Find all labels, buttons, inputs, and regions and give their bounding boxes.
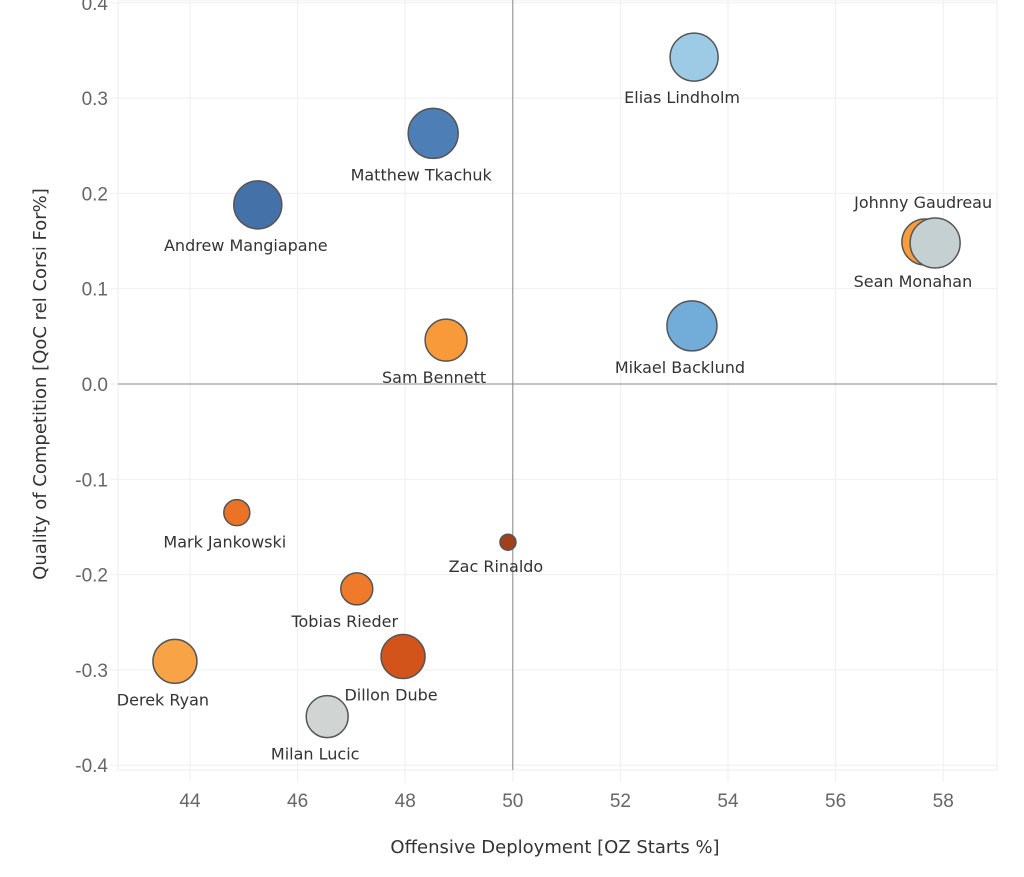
y-axis-ticks: 0.4 0.3 0.2 0.1 0.0 -0.1 -0.2 -0.3 -0.4 <box>75 0 108 777</box>
x-tick-label: 54 <box>717 791 739 812</box>
data-point-label: Derek Ryan <box>117 690 209 709</box>
data-point-label: Andrew Mangiapane <box>164 236 328 255</box>
data-point <box>305 694 349 739</box>
data-point <box>666 300 718 352</box>
y-tick-label: -0.4 <box>75 756 108 777</box>
y-tick-label: 0.4 <box>82 0 109 15</box>
data-point-label: Dillon Dube <box>344 686 437 705</box>
data-point <box>233 180 283 230</box>
x-tick-label: 48 <box>395 791 416 812</box>
x-axis-ticks: 44 46 48 50 52 54 56 58 <box>179 791 953 812</box>
data-point-label: Tobias Rieder <box>290 612 398 631</box>
data-point-label: Elias Lindholm <box>624 88 740 107</box>
data-point-label: Sean Monahan <box>854 272 973 291</box>
y-axis-label: Quality of Competition [QoC rel Corsi Fo… <box>30 188 51 580</box>
x-tick-label: 56 <box>825 791 846 812</box>
y-tick-label: 0.2 <box>82 184 108 205</box>
data-point <box>223 498 251 527</box>
y-tick-label: 0.3 <box>82 89 108 110</box>
y-tick-label: 0.1 <box>82 280 108 301</box>
x-tick-label: 50 <box>502 791 523 812</box>
plot-border <box>117 0 998 771</box>
y-tick-label: -0.1 <box>75 470 108 491</box>
y-tick-label: 0.0 <box>82 375 108 396</box>
x-tick-label: 52 <box>610 791 631 812</box>
x-tick-label: 44 <box>179 791 201 812</box>
data-point <box>340 572 374 606</box>
grid <box>110 0 998 782</box>
data-point-label: Milan Lucic <box>271 745 360 764</box>
data-point-label: Mark Jankowski <box>163 533 286 552</box>
data-point <box>424 318 468 362</box>
data-point <box>407 107 459 160</box>
data-point <box>909 217 961 269</box>
data-point-label: Matthew Tkachuk <box>351 165 493 184</box>
data-point-label: Sam Bennett <box>382 368 486 387</box>
data-point-label: Zac Rinaldo <box>449 557 544 576</box>
data-point <box>152 638 198 685</box>
y-tick-label: -0.3 <box>75 661 108 682</box>
data-point <box>669 32 719 82</box>
point-labels: Elias Lindholm Matthew Tkachuk Andrew Mang… <box>117 88 992 763</box>
points <box>152 32 961 739</box>
x-axis-label: Offensive Deployment [OZ Starts %] <box>390 837 719 858</box>
x-tick-label: 58 <box>933 791 954 812</box>
data-point-label: Mikael Backlund <box>615 358 745 377</box>
x-tick-label: 46 <box>287 791 308 812</box>
data-point-label: Johnny Gaudreau <box>853 193 992 212</box>
data-point <box>499 533 517 551</box>
y-tick-label: -0.2 <box>75 566 108 587</box>
data-point <box>380 633 426 680</box>
